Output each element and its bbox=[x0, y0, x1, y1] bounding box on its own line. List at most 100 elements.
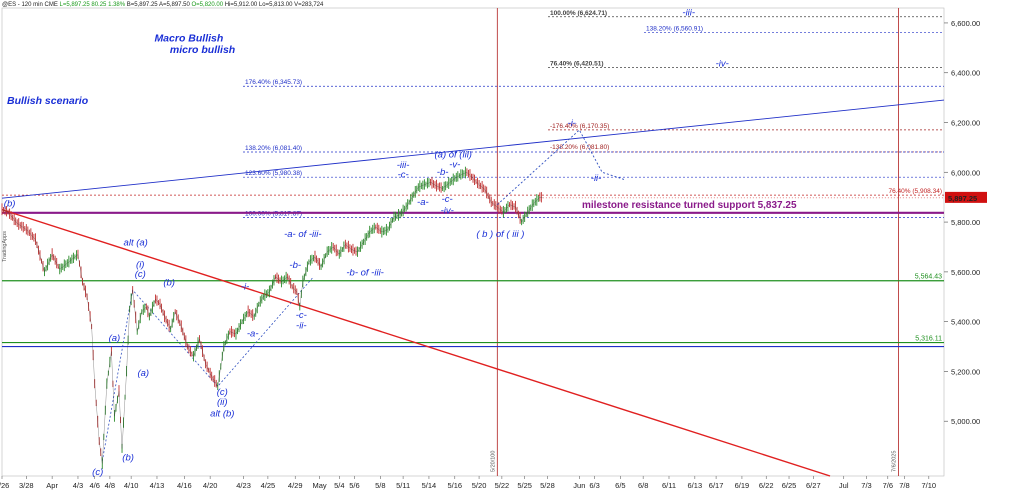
wave-annotation: (ii) bbox=[217, 397, 228, 408]
wave-annotation: (c) bbox=[92, 467, 103, 478]
x-tick-label: 6/25 bbox=[782, 481, 797, 490]
wave-annotation: (i) bbox=[136, 260, 144, 271]
wave-annotation: -b- bbox=[289, 260, 301, 271]
x-tick-label: 5/16 bbox=[447, 481, 462, 490]
x-tick-label: Jun bbox=[573, 481, 585, 490]
x-tick-label: 6/19 bbox=[735, 481, 750, 490]
wave-annotation: (b) bbox=[163, 278, 175, 289]
x-tick-label: 4/8 bbox=[105, 481, 115, 490]
y-tick-label: 6,400.00 bbox=[951, 69, 980, 78]
x-tick-label: 3/28 bbox=[19, 481, 34, 490]
x-tick-label: 7/10 bbox=[922, 481, 937, 490]
wave-annotation: alt (b) bbox=[210, 408, 234, 419]
plot-area: 5,000.00 5,200.00 5,400.00 5,600.00 5,800.00… bbox=[0, 7, 987, 490]
x-tick-label: 5/8 bbox=[375, 481, 385, 490]
header-last: L=5,897.25 bbox=[60, 2, 91, 8]
header-symbol: @ES bbox=[2, 2, 16, 8]
wave-annotation: -i- bbox=[568, 118, 576, 129]
wave-annotation: -a- of -iii- bbox=[284, 229, 321, 240]
header-change-pct: 1.38% bbox=[108, 2, 126, 8]
wave-annotation: micro bullish bbox=[170, 44, 235, 56]
wave-annotation: -ii- bbox=[591, 173, 602, 184]
header-change: 80.25 bbox=[91, 2, 107, 8]
x-tick-label: 7/6 bbox=[883, 481, 893, 490]
wave-annotation: -a- bbox=[417, 197, 429, 208]
wave-annotation: Bullish scenario bbox=[7, 95, 89, 107]
x-tick-label: 4/10 bbox=[124, 481, 139, 490]
fib-level-label: -138.20% (6,081.80) bbox=[550, 144, 609, 151]
x-tick-label: 5/20 bbox=[472, 481, 487, 490]
wave-connector bbox=[101, 276, 314, 462]
y-tick-label: 6,600.00 bbox=[951, 19, 980, 28]
header-high: Hi=5,912.00 bbox=[225, 2, 258, 8]
fib-level-label: 100.00% (6,624.71) bbox=[550, 10, 607, 17]
plot-frame bbox=[1, 7, 945, 477]
fib-level-label: -176.40% (6,170.35) bbox=[550, 123, 609, 130]
wave-annotation: -c- bbox=[442, 194, 453, 205]
y-tick-label: 5,000.00 bbox=[951, 417, 980, 426]
wave-annotation: -i- bbox=[241, 281, 249, 292]
wave-annotation: -v- bbox=[449, 159, 460, 170]
milestone-label: milestone resistance turned support 5,83… bbox=[582, 200, 797, 211]
vertical-marker-label: 7/6/2025 bbox=[891, 451, 897, 472]
x-tick-label: 3/26 bbox=[0, 481, 9, 490]
wave-annotation: -b- bbox=[437, 167, 449, 178]
header-interval: 120 min bbox=[21, 2, 42, 8]
x-tick-label: 5/14 bbox=[422, 481, 437, 490]
price-line bbox=[1, 172, 543, 464]
x-tick-label: 7/3 bbox=[861, 481, 871, 490]
wave-annotation: (b) bbox=[122, 453, 134, 464]
fib-level-label: 138.20% (6,560.91) bbox=[646, 26, 703, 33]
x-tick-label: 5/28 bbox=[540, 481, 555, 490]
x-tick-label: Jul bbox=[839, 481, 849, 490]
wave-annotation: -iii- bbox=[397, 160, 410, 171]
wave-annotation: -ii- bbox=[296, 321, 307, 332]
x-tick-label: 6/5 bbox=[615, 481, 625, 490]
upper-channel-line bbox=[1, 99, 945, 199]
wave-annotation: -a- bbox=[247, 329, 259, 340]
projection-path bbox=[497, 129, 626, 205]
wave-annotation: (a) bbox=[137, 368, 149, 379]
wave-annotation: -c- bbox=[296, 310, 307, 321]
x-tick-label: 6/27 bbox=[806, 481, 821, 490]
y-tick-label: 5,800.00 bbox=[951, 218, 980, 227]
x-tick-label: 4/29 bbox=[288, 481, 303, 490]
level-label: 5,316.11 bbox=[915, 336, 942, 343]
fib-level-label: 176.40% (6,345.73) bbox=[245, 79, 302, 86]
y-tick-label: 6,000.00 bbox=[951, 168, 980, 177]
x-tick-label: 4/23 bbox=[236, 481, 251, 490]
x-tick-label: 6/8 bbox=[638, 481, 648, 490]
header-low: Lo=5,813.00 bbox=[259, 2, 293, 8]
current-price-tag bbox=[945, 191, 987, 203]
header-volume: V=283,724 bbox=[294, 2, 324, 8]
y-tick-label: 6,200.00 bbox=[951, 119, 980, 128]
x-tick-label: 4/13 bbox=[150, 481, 165, 490]
fib-level-label: 76.40% (6,420.51) bbox=[550, 61, 603, 68]
wave-annotation: -b- of -iii- bbox=[346, 268, 383, 279]
fib-level-label: 100.00% (5,817.87) bbox=[245, 211, 302, 218]
x-tick-label: Apr bbox=[46, 481, 58, 490]
x-tick-label: 4/16 bbox=[177, 481, 192, 490]
header-bar: @ES - 120 min CME L=5,897.25 80.25 1.38%… bbox=[2, 2, 324, 8]
wave-annotation: (c) bbox=[217, 387, 228, 398]
x-tick-label: 6/11 bbox=[662, 481, 676, 490]
header-bid: B=5,897.25 bbox=[127, 2, 159, 8]
fib-level-label: 76.40% (5,908.34) bbox=[889, 188, 942, 195]
x-tick-label: 6/13 bbox=[688, 481, 703, 490]
wave-annotation: (b) bbox=[4, 199, 16, 210]
x-tick-label: 4/3 bbox=[73, 481, 83, 490]
y-tick-label: 5,600.00 bbox=[951, 268, 980, 277]
header-open: O=5,820.00 bbox=[192, 2, 224, 8]
x-tick-label: 6/22 bbox=[759, 481, 774, 490]
fib-level-label: 138.20% (6,081.40) bbox=[245, 145, 302, 152]
x-tick-label: 4/20 bbox=[203, 481, 218, 490]
x-tick-label: 4/25 bbox=[261, 481, 276, 490]
watermark: TradingApps bbox=[2, 231, 8, 262]
wave-annotation: -iv- bbox=[441, 205, 454, 216]
wave-annotation: -iv- bbox=[716, 59, 729, 70]
y-tick-label: 5,200.00 bbox=[951, 367, 980, 376]
x-tick-label: 4/6 bbox=[89, 481, 99, 490]
x-tick-label: 6/3 bbox=[589, 481, 599, 490]
header-ask: A=5,897.50 bbox=[159, 2, 191, 8]
